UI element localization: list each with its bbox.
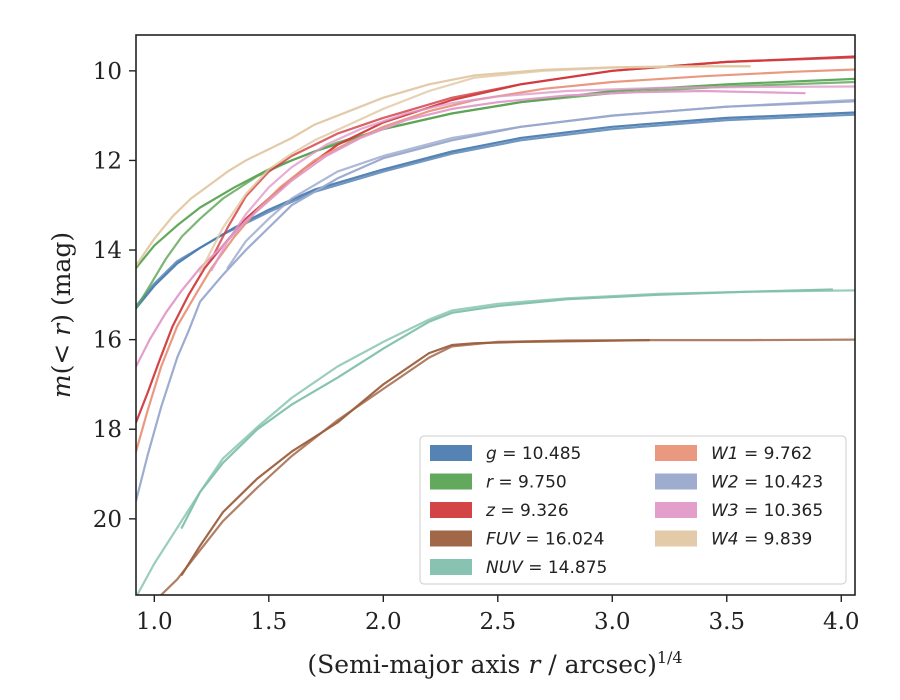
x-axis-label-prefix: (Semi-major axis	[307, 650, 528, 679]
x-tick-label: 1.0	[136, 609, 173, 635]
y-tick-label: 12	[93, 148, 122, 174]
legend-label-g: g = 10.485	[486, 444, 581, 464]
y-axis-ticks: 10 12 14 16 18 20	[93, 59, 136, 533]
x-axis-label-suffix: / arcsec)	[540, 650, 657, 679]
x-tick-label: 4.0	[823, 609, 860, 635]
legend: g = 10.485 r = 9.750 z = 9.326 FUV = 16.024…	[419, 435, 847, 585]
legend-swatch-g	[430, 445, 472, 461]
legend-swatch-nuv	[430, 559, 472, 575]
x-tick-label: 2.5	[480, 609, 517, 635]
legend-label-w2: W2 = 10.423	[711, 473, 823, 493]
lines-layer	[136, 55, 855, 595]
x-tick-label: 2.0	[365, 609, 402, 635]
legend-swatch-r	[430, 473, 472, 490]
x-axis-ticks: 1.0 1.5 2.0 2.5 3.0 3.5 4.0	[136, 595, 860, 635]
legend-swatch-w2	[655, 473, 697, 490]
y-tick-label: 20	[93, 507, 122, 533]
y-axis-label-variable: m	[47, 374, 76, 398]
series-line-r-2	[136, 80, 855, 310]
legend-swatch-z	[430, 502, 472, 518]
legend-label-w1: W1 = 9.762	[711, 444, 812, 464]
y-axis-label: m(< r) (mag)	[47, 232, 76, 398]
legend-swatch-fuv	[430, 530, 472, 547]
series-line-w1-1	[136, 68, 855, 453]
y-axis-label-middle: (<	[47, 336, 76, 375]
x-axis-label-variable: r	[528, 650, 542, 679]
y-axis-label-suffix: ) (mag)	[47, 232, 76, 324]
legend-swatch-w1	[655, 445, 697, 461]
x-tick-label: 3.0	[594, 609, 631, 635]
series-line-g-2	[136, 113, 855, 308]
legend-label-r: r = 9.750	[486, 473, 567, 493]
plot-frame	[135, 34, 856, 596]
y-tick-label: 14	[93, 238, 122, 264]
series-line-w4-2	[199, 65, 751, 274]
legend-label-z: z = 9.326	[485, 501, 569, 521]
legend-swatch-w4	[655, 530, 697, 547]
x-axis-label: (Semi-major axis r / arcsec)1/4	[307, 648, 682, 679]
x-axis-label-exponent: 1/4	[657, 648, 683, 667]
x-tick-label: 1.5	[251, 609, 288, 635]
legend-label-fuv: FUV = 16.024	[486, 530, 604, 550]
y-axis-label-variable-2: r	[47, 322, 76, 336]
series-line-g-1	[136, 111, 855, 310]
series-line-z-2	[210, 56, 855, 261]
legend-label-w4: W4 = 9.839	[711, 530, 812, 550]
legend-label-w3: W3 = 10.365	[711, 501, 823, 521]
series-line-fuv-2	[159, 338, 855, 595]
legend-swatch-w3	[655, 502, 697, 518]
y-tick-label: 18	[93, 417, 122, 443]
legend-box	[419, 435, 847, 585]
series-line-w2-2	[226, 98, 855, 270]
y-tick-label: 10	[93, 59, 122, 85]
x-tick-label: 3.5	[708, 609, 745, 635]
y-tick-label: 16	[93, 328, 122, 354]
series-line-w3-1	[136, 89, 806, 368]
series-line-w3-2	[210, 85, 855, 272]
series-line-nuv-2	[136, 289, 855, 595]
legend-label-nuv: NUV = 14.875	[486, 558, 607, 578]
